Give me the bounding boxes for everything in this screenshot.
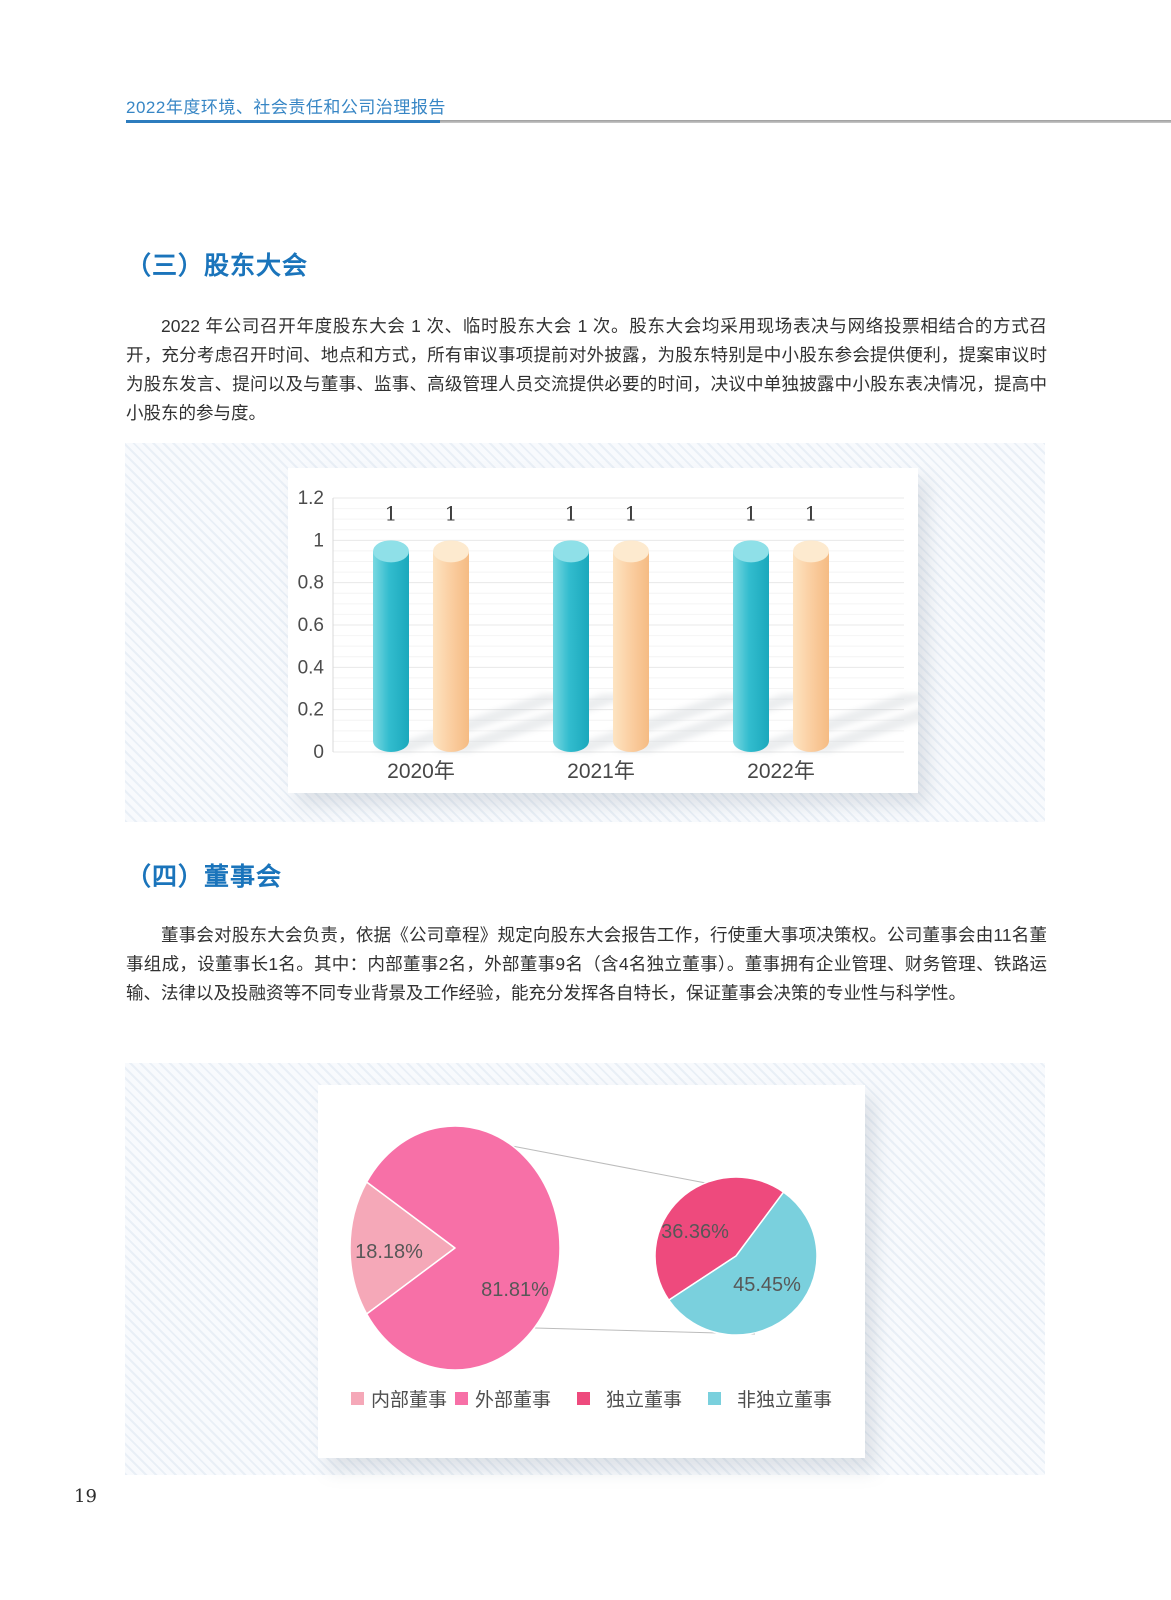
legend-swatch <box>454 1392 468 1405</box>
svg-text:1: 1 <box>565 501 578 525</box>
svg-text:1: 1 <box>745 501 758 525</box>
svg-text:0.2: 0.2 <box>298 700 324 721</box>
svg-text:0.6: 0.6 <box>298 615 324 636</box>
svg-text:81.81%: 81.81% <box>481 1279 549 1301</box>
legend-item: 外部董事 <box>454 1385 551 1412</box>
svg-text:1: 1 <box>313 530 324 551</box>
header-divider-gray <box>440 120 1171 123</box>
board-composition-pie-chart: 18.18% 81.81% 36.36% 45.45% <box>349 1125 818 1371</box>
header-divider-blue <box>126 120 440 123</box>
legend-label: 非独立董事 <box>737 1390 833 1411</box>
pie-legend: 内部董事 外部董事 独立董事 非独立董事 <box>318 1385 865 1412</box>
svg-text:1: 1 <box>385 501 398 525</box>
svg-text:1: 1 <box>625 501 638 525</box>
svg-text:45.45%: 45.45% <box>733 1274 801 1296</box>
bar-chart-panel: 0 0.2 0.4 0.6 0.8 1 1.2 1 1 2020年 1 1 2021年 1 1 2022年 <box>125 443 1045 822</box>
legend-item: 内部董事 <box>350 1385 447 1412</box>
legend-label: 独立董事 <box>606 1390 683 1411</box>
paragraph-board-of-directors: 董事会对股东大会负责，依据《公司章程》规定向股东大会报告工作，行使重大事项决策权… <box>126 925 1047 1003</box>
legend-swatch <box>708 1392 722 1405</box>
bar-chart-card: 0 0.2 0.4 0.6 0.8 1 1.2 1 1 2020年 1 1 2021年 1 1 2022年 <box>288 468 918 793</box>
shareholder-meetings-bar-chart: 0 0.2 0.4 0.6 0.8 1 1.2 1 1 2020年 1 1 2021年 1 1 2022年 <box>298 488 918 783</box>
pie-chart-panel: 18.18% 81.81% 36.36% 45.45% 内部董事 外部董事 独立董事 非独立… <box>125 1063 1045 1475</box>
svg-text:2020年: 2020年 <box>387 760 455 783</box>
legend-item: 独立董事 <box>577 1385 682 1412</box>
svg-text:0: 0 <box>313 742 324 763</box>
svg-text:2022年: 2022年 <box>747 760 815 783</box>
legend-item: 非独立董事 <box>708 1385 832 1412</box>
section-title-shareholders-meeting: （三）股东大会 <box>126 252 309 280</box>
legend-swatch <box>577 1392 590 1405</box>
header-divider <box>126 120 1171 123</box>
svg-text:1.2: 1.2 <box>298 488 324 509</box>
section-title-board-of-directors: （四）董事会 <box>126 863 283 891</box>
legend-label: 外部董事 <box>474 1390 551 1411</box>
pie-chart-card: 18.18% 81.81% 36.36% 45.45% 内部董事 外部董事 独立董事 非独立… <box>318 1085 865 1458</box>
legend-label: 内部董事 <box>370 1390 447 1411</box>
svg-text:0.4: 0.4 <box>298 657 325 678</box>
svg-text:2021年: 2021年 <box>567 760 635 783</box>
paragraph-shareholders-meeting: 2022 年公司召开年度股东大会 1 次、临时股东大会 1 次。股东大会均采用现… <box>126 316 1047 423</box>
legend-swatch <box>350 1392 364 1405</box>
svg-text:18.18%: 18.18% <box>355 1241 423 1263</box>
page-number: 19 <box>74 1486 97 1507</box>
svg-text:1: 1 <box>445 501 458 525</box>
report-header-title: 2022年度环境、社会责任和公司治理报告 <box>126 98 446 117</box>
svg-text:36.36%: 36.36% <box>661 1221 729 1243</box>
svg-text:1: 1 <box>805 501 818 525</box>
svg-text:0.8: 0.8 <box>298 573 324 594</box>
